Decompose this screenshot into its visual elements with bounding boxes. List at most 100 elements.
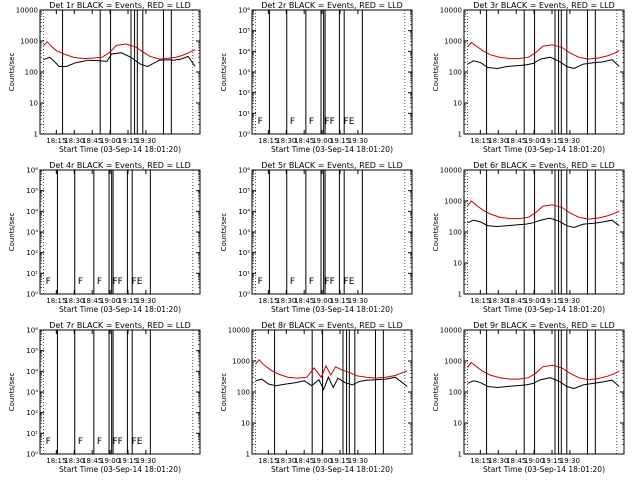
x-tick-label: 18:45 <box>82 457 102 465</box>
lld-series-line <box>43 40 196 60</box>
x-tick-label: 19:30 <box>560 297 580 305</box>
x-tick-label: 19:00 <box>524 137 544 145</box>
x-tick-label: 18:45 <box>294 137 314 145</box>
y-tick-label: 10⁰ <box>26 451 38 459</box>
plot-frame <box>39 329 201 455</box>
x-tick-label: 19:15 <box>330 457 350 465</box>
x-tick-label: 18:15 <box>258 137 278 145</box>
event-marker: FE <box>344 277 355 287</box>
x-tick-label: 18:30 <box>276 137 296 145</box>
y-axis-label: Counts/sec <box>8 373 16 412</box>
detector-panel-3: Det 3r BLACK = Events, RED = LLD 10000 100… <box>432 1 625 154</box>
y-tick-label: 10³ <box>238 69 250 77</box>
y-tick-label: 10² <box>26 409 38 417</box>
y-axis-label: Counts/sec <box>8 213 16 252</box>
y-tick-label: 10¹ <box>26 430 38 438</box>
event-marker: F <box>46 277 51 287</box>
y-tick-label: 10² <box>26 249 38 257</box>
y-axis-label: Counts/sec <box>432 373 440 412</box>
plot-frame <box>463 9 625 135</box>
y-tick-label: 10 <box>453 100 462 108</box>
x-tick-label: 18:45 <box>294 297 314 305</box>
y-tick-label: 10⁰ <box>238 291 250 299</box>
x-tick-label: 18:15 <box>470 137 490 145</box>
event-marker: F <box>258 117 263 127</box>
events-series-line <box>467 217 620 229</box>
x-tick-label: 19:00 <box>312 137 332 145</box>
x-tick-label: 18:30 <box>276 297 296 305</box>
x-tick-label: 18:15 <box>46 457 66 465</box>
event-marker: FE <box>132 277 143 287</box>
y-tick-label: 10 <box>453 260 462 268</box>
y-tick-label: 1 <box>458 291 462 299</box>
y-tick-label: 100 <box>449 229 462 237</box>
x-tick-label: 19:30 <box>560 457 580 465</box>
y-tick-label: 10000 <box>440 7 462 15</box>
plot-frame <box>463 329 625 455</box>
y-tick-label: 1 <box>34 131 38 139</box>
x-axis-label: Start Time (03-Sep-14 18:01:20) <box>483 465 605 474</box>
y-tick-label: 10⁴ <box>238 48 250 56</box>
x-axis-label: Start Time (03-Sep-14 18:01:20) <box>271 465 393 474</box>
y-tick-label: 10000 <box>16 7 38 15</box>
y-tick-label: 10000 <box>440 167 462 175</box>
plot-frame <box>39 169 201 295</box>
x-axis-label: Start Time (03-Sep-14 18:01:20) <box>59 305 181 314</box>
x-tick-label: 18:30 <box>64 457 84 465</box>
y-tick-label: 10⁰ <box>238 131 250 139</box>
x-tick-label: 19:00 <box>100 457 120 465</box>
y-tick-label: 10¹ <box>238 110 250 118</box>
y-tick-label: 1000 <box>20 38 38 46</box>
y-tick-label: 10⁶ <box>238 7 250 15</box>
event-marker: FF <box>324 117 334 127</box>
event-marker: F <box>309 117 314 127</box>
event-marker: F <box>290 117 295 127</box>
x-tick-label: 18:30 <box>276 457 296 465</box>
panel-title: Det 1r BLACK = Events, RED = LLD <box>49 1 191 10</box>
x-tick-label: 19:15 <box>542 137 562 145</box>
y-tick-label: 10⁴ <box>26 208 38 216</box>
y-tick-label: 10000 <box>440 327 462 335</box>
x-tick-label: 18:15 <box>46 137 66 145</box>
y-tick-label: 10⁵ <box>238 187 250 195</box>
events-series-line <box>467 377 620 390</box>
x-tick-label: 18:15 <box>470 457 490 465</box>
x-tick-label: 18:45 <box>82 297 102 305</box>
panel-title: Det 9r BLACK = Events, RED = LLD <box>473 321 615 330</box>
lld-series-line <box>467 361 620 381</box>
y-tick-label: 10 <box>29 100 38 108</box>
y-tick-label: 10³ <box>238 229 250 237</box>
y-tick-label: 10⁵ <box>238 27 250 35</box>
event-marker: F <box>78 277 83 287</box>
y-tick-label: 10¹ <box>238 270 250 278</box>
y-tick-label: 10⁴ <box>26 368 38 376</box>
x-tick-label: 18:30 <box>488 457 508 465</box>
event-marker: FF <box>112 277 122 287</box>
x-tick-label: 19:00 <box>524 297 544 305</box>
x-tick-label: 19:30 <box>348 137 368 145</box>
y-tick-label: 1 <box>458 131 462 139</box>
detector-panel-6: Det 6r BLACK = Events, RED = LLD 10000 100… <box>432 161 625 314</box>
y-tick-label: 10000 <box>228 327 250 335</box>
y-axis-label: Counts/sec <box>8 53 16 92</box>
y-tick-label: 1000 <box>444 358 462 366</box>
event-marker: F <box>309 277 314 287</box>
y-axis-label: Counts/sec <box>432 53 440 92</box>
panel-title: Det 5r BLACK = Events, RED = LLD <box>261 161 403 170</box>
y-tick-label: 10⁶ <box>26 327 38 335</box>
x-axis-label: Start Time (03-Sep-14 18:01:20) <box>59 145 181 154</box>
detector-panel-8: Det 8r BLACK = Events, RED = LLD 10000 100… <box>220 321 413 474</box>
y-tick-label: 100 <box>237 389 250 397</box>
x-tick-label: 18:15 <box>46 297 66 305</box>
lld-series-line <box>467 200 620 220</box>
x-axis-label: Start Time (03-Sep-14 18:01:20) <box>483 145 605 154</box>
panel-title: Det 2r BLACK = Events, RED = LLD <box>261 1 403 10</box>
panel-title: Det 8r BLACK = Events, RED = LLD <box>261 321 403 330</box>
x-tick-label: 19:15 <box>118 297 138 305</box>
y-tick-label: 10⁶ <box>26 167 38 175</box>
events-series-line <box>255 375 408 391</box>
y-tick-label: 10 <box>453 420 462 428</box>
